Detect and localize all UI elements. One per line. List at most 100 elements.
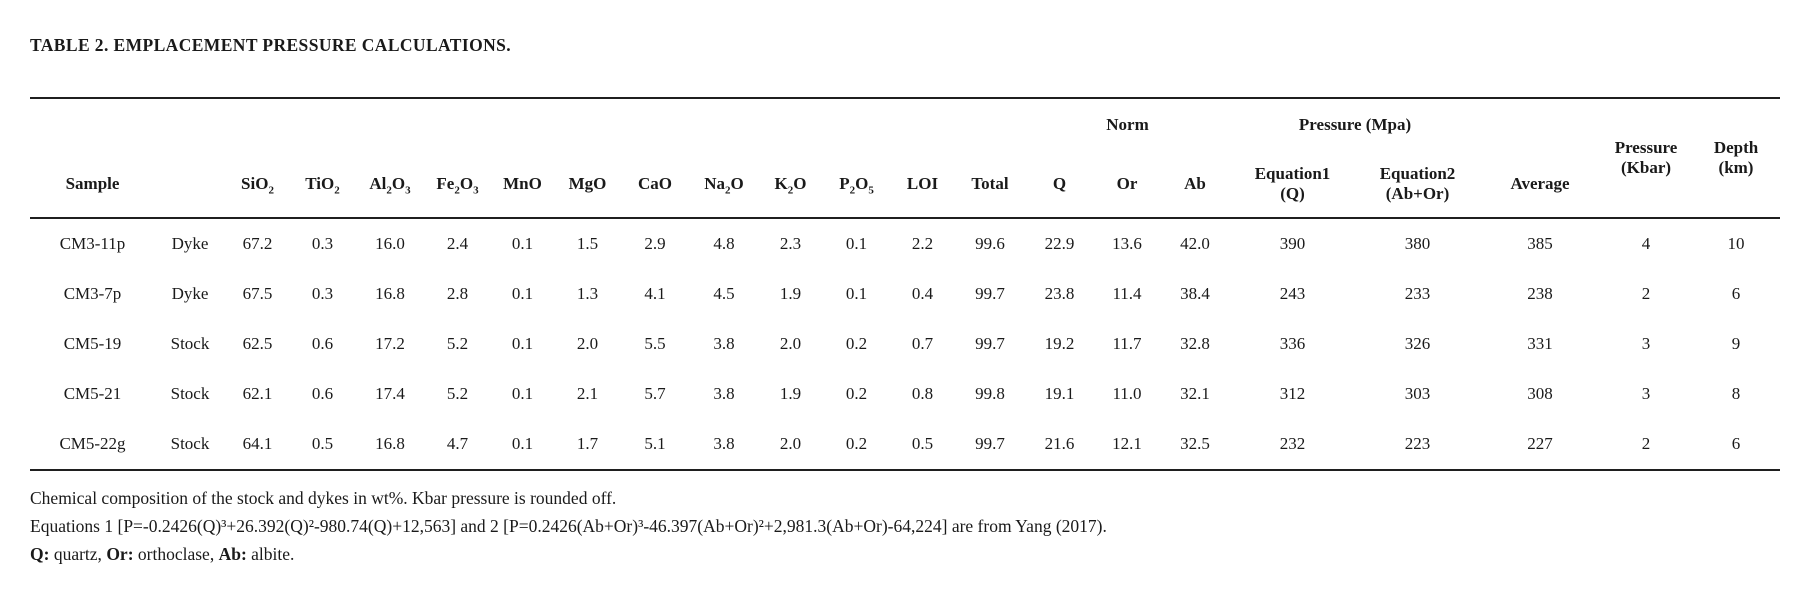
cell-value: 16.0 bbox=[375, 234, 405, 253]
subscript: 3 bbox=[473, 184, 479, 197]
table-body: CM3-11p Dyke 67.2 0.3 16.0 2.4 0.1 1.5 2.9 4.8 2.3… bbox=[30, 218, 1780, 470]
col-header-or: Or bbox=[1116, 174, 1138, 193]
cell-value: 2 bbox=[1641, 434, 1651, 453]
cell-value: 4 bbox=[1641, 234, 1651, 253]
col-header-p2o5: P2O5 bbox=[839, 174, 874, 197]
cell-value: 9 bbox=[1731, 334, 1741, 353]
col-header-loi: LOI bbox=[906, 174, 939, 193]
cell-sample: CM5-22g bbox=[59, 434, 126, 453]
cell-value: 0.8 bbox=[911, 384, 934, 403]
cell-value: 0.1 bbox=[511, 434, 534, 453]
cell-value: 0.3 bbox=[311, 234, 334, 253]
cell-value: 2 bbox=[1641, 284, 1651, 303]
cell-value: 0.1 bbox=[511, 234, 534, 253]
table-row: CM5-22g Stock 64.1 0.5 16.8 4.7 0.1 1.7 5.1 3.8 2.… bbox=[30, 419, 1780, 470]
abbrev-or-def: orthoclase, bbox=[133, 544, 219, 564]
cell-value: 336 bbox=[1279, 334, 1306, 353]
cell-value: 99.8 bbox=[975, 384, 1005, 403]
cell-rock-type: Dyke bbox=[171, 284, 209, 303]
col-header-equation1: Equation1 (Q) bbox=[1254, 164, 1331, 203]
cell-value: 390 bbox=[1279, 234, 1306, 253]
cell-value: 0.3 bbox=[311, 284, 334, 303]
abbrev-ab-label: Ab: bbox=[218, 544, 247, 564]
cell-value: 308 bbox=[1527, 384, 1553, 403]
cell-value: 12.1 bbox=[1112, 434, 1142, 453]
cell-value: 0.6 bbox=[311, 334, 334, 353]
cell-value: 5.5 bbox=[644, 334, 666, 353]
cell-value: 32.8 bbox=[1180, 334, 1210, 353]
cell-value: 17.4 bbox=[375, 384, 405, 403]
col-header-tio2: TiO2 bbox=[305, 174, 340, 197]
header-spacer-average bbox=[1480, 98, 1600, 151]
cell-value: 5.7 bbox=[644, 384, 666, 403]
cell-value: 62.1 bbox=[242, 384, 273, 403]
cell-value: 32.1 bbox=[1180, 384, 1210, 403]
cell-value: 11.0 bbox=[1112, 384, 1142, 403]
group-header-norm: Norm bbox=[1106, 115, 1149, 134]
cell-value: 21.6 bbox=[1044, 434, 1075, 453]
cell-value: 1.5 bbox=[576, 234, 599, 253]
cell-value: 0.1 bbox=[511, 334, 534, 353]
cell-value: 232 bbox=[1279, 434, 1306, 453]
cell-value: 1.3 bbox=[576, 284, 599, 303]
cell-value: 0.1 bbox=[511, 384, 534, 403]
cell-value: 0.5 bbox=[311, 434, 334, 453]
cell-sample: CM5-19 bbox=[63, 334, 122, 353]
cell-value: 2.8 bbox=[446, 284, 469, 303]
cell-value: 11.4 bbox=[1112, 284, 1142, 303]
header-spacer-rock-type bbox=[155, 151, 225, 218]
cell-value: 32.5 bbox=[1180, 434, 1210, 453]
cell-value: 16.8 bbox=[375, 434, 405, 453]
abbrev-or-label: Or: bbox=[106, 544, 134, 564]
cell-value: 4.8 bbox=[713, 234, 735, 253]
subscript: 2 bbox=[386, 184, 392, 197]
cell-value: 4.1 bbox=[644, 284, 666, 303]
cell-value: 2.2 bbox=[911, 234, 934, 253]
group-header-pressure-mpa: Pressure (Mpa) bbox=[1298, 115, 1412, 134]
cell-value: 1.9 bbox=[779, 384, 802, 403]
cell-value: 2.0 bbox=[576, 334, 599, 353]
header-spacer-left bbox=[30, 98, 1025, 151]
cell-value: 0.7 bbox=[911, 334, 934, 353]
cell-value: 243 bbox=[1279, 284, 1306, 303]
cell-value: 4.5 bbox=[713, 284, 735, 303]
cell-value: 62.5 bbox=[242, 334, 273, 353]
cell-value: 42.0 bbox=[1180, 234, 1210, 253]
cell-value: 3.8 bbox=[713, 384, 735, 403]
cell-value: 0.6 bbox=[311, 384, 334, 403]
subscript: 2 bbox=[268, 184, 274, 197]
cell-value: 0.2 bbox=[845, 434, 868, 453]
cell-value: 0.1 bbox=[845, 284, 868, 303]
col-header-mno: MnO bbox=[503, 174, 542, 193]
cell-rock-type: Stock bbox=[170, 434, 210, 453]
col-header-pressure-kbar: Pressure (Kbar) bbox=[1614, 138, 1678, 177]
subscript: 5 bbox=[868, 184, 874, 197]
cell-value: 17.2 bbox=[375, 334, 405, 353]
col-header-q: Q bbox=[1052, 174, 1067, 193]
footnote-equations: Equations 1 [P=-0.2426(Q)³+26.392(Q)²-98… bbox=[30, 516, 1107, 536]
cell-value: 3.8 bbox=[713, 434, 735, 453]
subscript: 2 bbox=[849, 184, 856, 197]
subscript: 2 bbox=[454, 184, 460, 197]
cell-value: 4.7 bbox=[446, 434, 469, 453]
cell-value: 19.2 bbox=[1044, 334, 1075, 353]
cell-value: 238 bbox=[1527, 284, 1553, 303]
cell-value: 99.7 bbox=[975, 284, 1005, 303]
cell-value: 0.2 bbox=[845, 334, 868, 353]
cell-value: 6 bbox=[1731, 284, 1741, 303]
cell-value: 0.5 bbox=[911, 434, 934, 453]
col-header-k2o: K2O bbox=[774, 174, 807, 197]
cell-value: 99.7 bbox=[975, 334, 1005, 353]
col-header-na2o: Na2O bbox=[704, 174, 744, 197]
cell-value: 23.8 bbox=[1044, 284, 1075, 303]
cell-value: 3 bbox=[1641, 384, 1651, 403]
cell-value: 3.8 bbox=[713, 334, 735, 353]
table-title: TABLE 2. EMPLACEMENT PRESSURE CALCULATIO… bbox=[30, 35, 512, 55]
emplacement-pressure-table: Norm Pressure (Mpa) Pressure (Kbar) Depth (km… bbox=[30, 97, 1781, 471]
footnote-abbreviations: Q: quartz, Or: orthoclase, Ab: albite. bbox=[30, 543, 1781, 565]
cell-value: 223 bbox=[1404, 434, 1431, 453]
cell-value: 380 bbox=[1404, 234, 1431, 253]
cell-value: 16.8 bbox=[375, 284, 405, 303]
subscript: 3 bbox=[405, 184, 411, 197]
cell-value: 2.9 bbox=[644, 234, 666, 253]
